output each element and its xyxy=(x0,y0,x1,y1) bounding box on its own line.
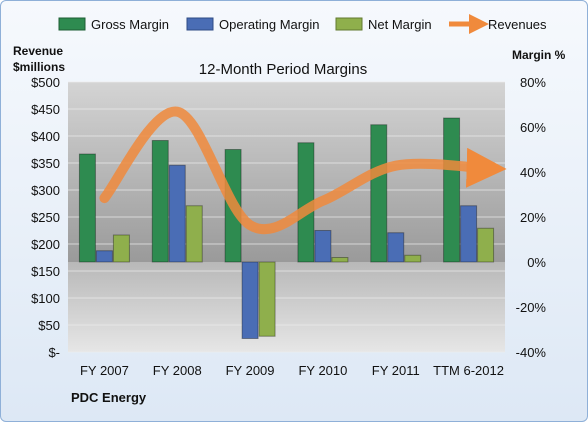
x-tick-label: FY 2009 xyxy=(226,363,275,378)
left-axis-ticks: $- $50 $100 $150 $200 $250 $300 $350 $400 $450 $50… xyxy=(31,75,60,360)
revenue-line xyxy=(99,106,507,235)
bar-gross-margin xyxy=(151,140,169,263)
left-tick-label: $100 xyxy=(31,291,60,306)
right-tick-label: -20% xyxy=(516,300,547,315)
bar-gross-margin xyxy=(78,153,96,263)
legend-label-net-margin: Net Margin xyxy=(368,17,432,32)
bar-net-margin xyxy=(258,261,276,337)
legend-swatch-gross-margin xyxy=(58,17,86,31)
right-tick-label: 0% xyxy=(527,255,546,270)
plot-area-lower xyxy=(68,262,505,352)
bar-net-margin xyxy=(404,254,422,263)
x-tick-label: FY 2007 xyxy=(80,363,129,378)
right-axis-ticks: -40% -20% 0% 20% 40% 60% 80% xyxy=(516,75,547,360)
left-axis-title-line2: $millions xyxy=(13,60,65,74)
left-tick-label: $450 xyxy=(31,102,60,117)
left-tick-label: $200 xyxy=(31,237,60,252)
left-tick-label: $- xyxy=(48,345,60,360)
bar-net-margin xyxy=(477,227,495,263)
company-label: PDC Energy xyxy=(71,390,147,405)
bar-net-margin xyxy=(112,234,130,263)
x-axis-ticks: FY 2007 FY 2008 FY 2009 FY 2010 FY 2011 TTM 6… xyxy=(80,363,504,378)
bar-gross-margin xyxy=(370,124,388,263)
right-axis-title: Margin % xyxy=(512,48,566,62)
legend: Gross Margin Operating Margin Net Margin… xyxy=(58,14,547,34)
bar-net-margin xyxy=(331,257,349,263)
right-tick-label: 40% xyxy=(520,165,546,180)
legend-label-revenues: Revenues xyxy=(488,17,547,32)
bar-operating-margin xyxy=(460,205,478,263)
bar-operating-margin xyxy=(168,164,186,263)
right-tick-label: 20% xyxy=(520,210,546,225)
x-tick-label: FY 2011 xyxy=(372,363,420,378)
left-tick-label: $400 xyxy=(31,129,60,144)
x-tick-label: FY 2010 xyxy=(298,363,347,378)
left-tick-label: $500 xyxy=(31,75,60,90)
legend-swatch-net-margin xyxy=(335,17,363,31)
right-tick-label: 60% xyxy=(520,120,546,135)
bar-net-margin xyxy=(185,205,203,263)
right-tick-label: 80% xyxy=(520,75,546,90)
left-tick-label: $300 xyxy=(31,183,60,198)
bar-operating-margin xyxy=(241,261,259,339)
plot-area-upper xyxy=(68,82,505,262)
legend-label-operating-margin: Operating Margin xyxy=(219,17,319,32)
left-tick-label: $150 xyxy=(31,264,60,279)
left-tick-label: $250 xyxy=(31,210,60,225)
revenues-line xyxy=(99,106,507,235)
x-tick-label: TTM 6-2012 xyxy=(433,363,504,378)
x-tick-label: FY 2008 xyxy=(153,363,202,378)
bar-gross-margin xyxy=(443,117,461,263)
legend-swatch-operating-margin xyxy=(186,17,214,31)
right-tick-label: -40% xyxy=(516,345,547,360)
legend-label-gross-margin: Gross Margin xyxy=(91,17,169,32)
bars xyxy=(78,117,495,339)
bar-operating-margin xyxy=(95,250,113,263)
bar-operating-margin xyxy=(314,230,332,263)
left-tick-label: $350 xyxy=(31,156,60,171)
left-axis-title-line1: Revenue xyxy=(13,44,63,58)
left-tick-label: $50 xyxy=(38,318,60,333)
bar-operating-margin xyxy=(387,232,405,263)
chart-title: 12-Month Period Margins xyxy=(199,61,367,78)
